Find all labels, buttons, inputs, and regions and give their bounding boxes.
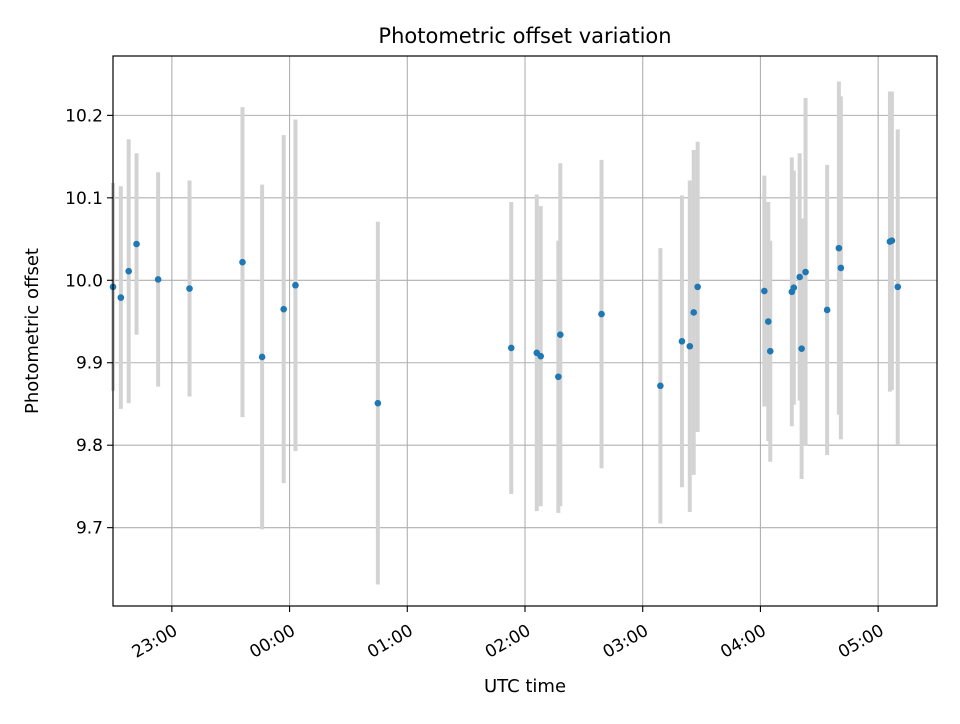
data-point: [292, 281, 299, 289]
data-point: [154, 276, 162, 283]
y-axis-label: Photometric offset: [22, 248, 43, 414]
data-point: [796, 273, 803, 281]
data-point: [678, 338, 686, 345]
y-tick-label: 9.7: [76, 519, 103, 539]
data-point: [537, 352, 544, 360]
data-point: [125, 267, 132, 275]
y-tick-label: 10.2: [65, 106, 103, 126]
data-point: [766, 347, 774, 355]
data-point: [837, 264, 845, 272]
y-tick-label: 10.0: [65, 271, 103, 291]
data-point: [557, 331, 564, 339]
data-point: [555, 373, 562, 381]
data-point: [239, 258, 246, 266]
y-tick-label: 9.8: [76, 436, 103, 456]
data-point: [823, 306, 831, 314]
data-point: [835, 244, 843, 252]
data-point: [133, 240, 140, 248]
data-point: [657, 382, 664, 390]
chart-title: Photometric offset variation: [378, 24, 671, 48]
data-point: [280, 305, 287, 313]
data-point: [690, 309, 698, 316]
data-point: [888, 237, 896, 245]
data-point: [186, 285, 193, 292]
point-layer: [109, 237, 902, 407]
data-point: [117, 294, 125, 301]
data-point: [258, 353, 266, 361]
data-point: [686, 342, 694, 350]
data-point: [507, 344, 515, 352]
data-point: [798, 345, 805, 353]
data-point: [761, 287, 768, 295]
data-point: [598, 310, 605, 318]
data-point: [894, 283, 902, 291]
data-point: [694, 283, 701, 291]
data-point: [790, 284, 798, 292]
grid-layer: [113, 56, 937, 606]
x-axis-label: UTC time: [484, 676, 566, 697]
y-tick-label: 9.9: [76, 354, 103, 374]
data-point: [374, 399, 382, 407]
data-point: [802, 268, 809, 276]
data-point: [764, 318, 772, 325]
y-tick-label: 10.1: [65, 189, 103, 209]
